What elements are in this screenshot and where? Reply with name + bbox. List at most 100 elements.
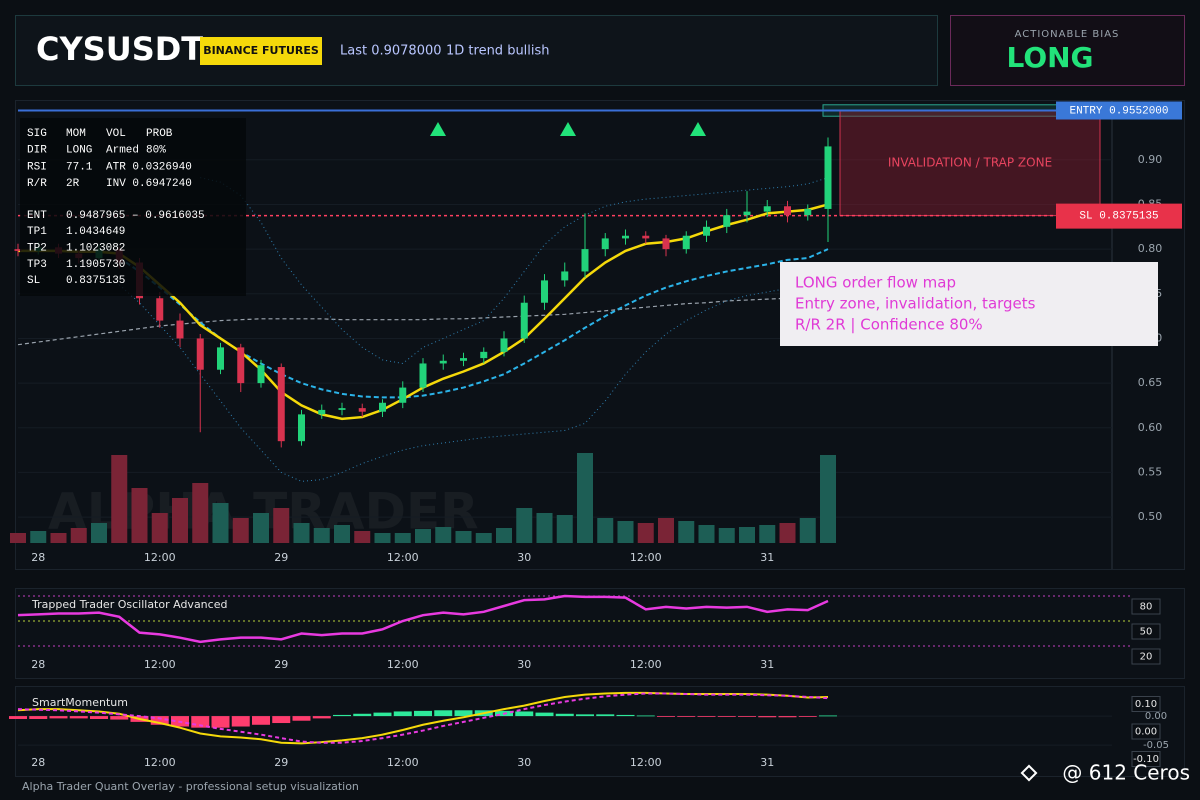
y-tick-label: 0.50 <box>1138 510 1163 523</box>
oscillator-line <box>17 594 829 644</box>
histogram-bar <box>555 713 574 717</box>
candle-body <box>379 402 386 412</box>
x-tick-label: 12:00 <box>387 551 419 564</box>
candle-body <box>743 211 751 216</box>
annotation-box <box>780 262 1158 346</box>
histogram-bar <box>211 716 230 728</box>
volume-bar <box>496 528 512 543</box>
annotation-line: LONG order flow map <box>795 274 956 292</box>
panel-cell: ATR 0.0326940 <box>106 161 192 173</box>
panel-title: Trapped Trader Oscillator Advanced <box>31 598 227 611</box>
volume-bar <box>313 528 330 543</box>
histogram-bar <box>535 712 554 717</box>
readout: 0.10 <box>1135 699 1157 710</box>
signal-rows: SIG MOM VOL PROB DIR LONG Armed 80% RSI 77.1 ATR 0… <box>27 128 205 287</box>
overlay-line <box>118 284 829 482</box>
x-tick-label: 30 <box>517 658 531 671</box>
x-tick-label: 12:00 <box>144 551 176 564</box>
volume-bar <box>698 525 715 543</box>
candle-body <box>541 280 548 303</box>
candle-body <box>682 235 690 250</box>
histogram-bar <box>231 716 250 727</box>
y-tick-label: 0.00 <box>1145 711 1167 722</box>
candle-body <box>804 208 812 216</box>
volume-bar <box>718 528 735 543</box>
overlay-line <box>118 248 829 399</box>
entry-label: ENTRY 0.9552000 <box>1069 105 1168 117</box>
x-tick-label: 31 <box>760 551 774 564</box>
annotation-lines: LONG order flow map Entry zone, invalidat… <box>795 274 1036 334</box>
histogram-bar <box>69 716 88 719</box>
histogram-bar <box>353 713 372 717</box>
momentum-frame <box>15 686 1185 777</box>
trap-zone-label: INVALIDATION / TRAP ZONE <box>888 156 1052 170</box>
candle-body <box>601 238 609 250</box>
histogram-bar <box>272 716 291 724</box>
volume-bar <box>273 508 290 543</box>
price-chart: ALPHA TRADER0.500.550.600.650.700.750.80… <box>10 101 1182 564</box>
volume-bar <box>91 523 107 543</box>
panel-cell: TP2 <box>27 243 47 255</box>
candle-body <box>217 347 224 370</box>
annotation-line: R/R 2R | Confidence 80% <box>795 316 983 334</box>
histogram-bar <box>333 714 351 717</box>
panel-title: SmartMomentum <box>32 696 128 709</box>
panel-cell: 2R <box>66 178 80 190</box>
candle-body <box>622 235 629 239</box>
readout: 0.00 <box>1135 727 1157 738</box>
x-tick-label: 28 <box>31 551 45 564</box>
volume-bar <box>516 508 533 543</box>
volume-bar <box>30 531 47 543</box>
histogram-bar <box>373 712 392 717</box>
readout: -0.10 <box>1133 754 1159 765</box>
volume-bar <box>394 533 411 543</box>
volume-bar <box>50 533 67 543</box>
volume-bar <box>334 525 350 543</box>
x-tick-label: 12:00 <box>630 551 662 564</box>
signal-marker <box>690 122 706 136</box>
candle-body <box>237 347 245 384</box>
panel-cell: 0.8375135 <box>66 275 125 287</box>
panel-cell: TP3 <box>27 259 47 271</box>
x-tick-label: 12:00 <box>387 756 419 769</box>
tick-box <box>1131 648 1161 665</box>
tick-box <box>1131 598 1161 615</box>
x-tick-label: 30 <box>517 756 531 769</box>
histogram-bar <box>717 716 736 717</box>
histogram-bar <box>778 716 797 718</box>
candle-body <box>298 414 305 442</box>
volume-bar <box>820 455 836 543</box>
footer: Alpha Trader Quant Overlay - professiona… <box>22 780 359 793</box>
x-tick-label: 12:00 <box>144 658 176 671</box>
x-tick-label: 28 <box>31 658 45 671</box>
volume-bar <box>70 528 87 543</box>
bias-value: LONG <box>1006 41 1093 74</box>
y-tick-label: 0.65 <box>1138 376 1163 389</box>
oscillator-frame <box>15 588 1185 679</box>
histogram-bar <box>150 716 169 725</box>
volume-bar <box>799 518 816 543</box>
last-price: Last 0.9078000 <box>340 44 442 59</box>
histogram-bar <box>9 716 27 719</box>
volume-bar <box>415 529 431 543</box>
histogram-bar <box>454 710 473 717</box>
candle-body <box>520 302 528 339</box>
y-tick-label: 20 <box>1140 652 1153 663</box>
volume-bar <box>253 513 269 543</box>
entry-tag <box>1056 101 1182 120</box>
credit: @ 612 Ceros <box>1062 761 1190 785</box>
candle-body <box>824 146 832 209</box>
y-tick-label: 0.55 <box>1138 465 1163 478</box>
volume-bar <box>779 523 796 543</box>
histogram-bar <box>596 714 615 717</box>
x-tick-label: 31 <box>760 658 774 671</box>
candle-body <box>358 408 366 412</box>
volume-bar <box>637 523 654 543</box>
histogram-bar <box>798 716 817 717</box>
candle-body <box>581 249 589 272</box>
x-tick-label: 31 <box>760 756 774 769</box>
volume-bar <box>354 531 371 543</box>
overlay-line <box>17 295 829 346</box>
x-tick-label: 29 <box>274 658 288 671</box>
